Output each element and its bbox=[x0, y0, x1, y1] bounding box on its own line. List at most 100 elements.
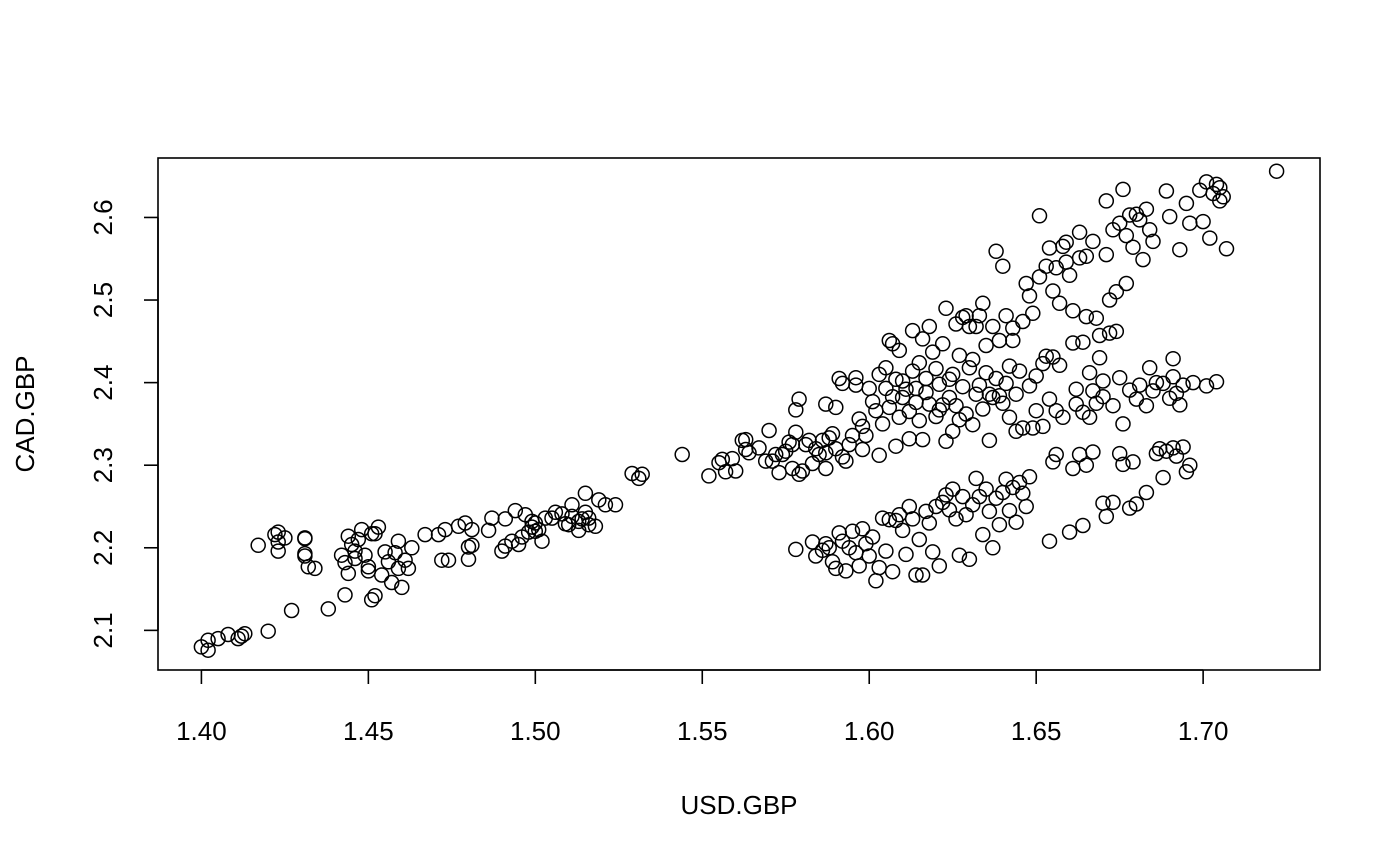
data-point bbox=[904, 511, 921, 527]
data-point bbox=[320, 601, 337, 617]
data-point bbox=[357, 547, 373, 563]
data-point bbox=[978, 337, 994, 354]
data-point bbox=[941, 371, 958, 388]
data-point bbox=[1118, 227, 1135, 244]
data-point bbox=[888, 438, 904, 454]
data-point bbox=[1202, 230, 1218, 246]
data-point bbox=[1175, 439, 1191, 455]
data-point bbox=[1021, 288, 1038, 304]
data-point bbox=[1185, 374, 1201, 391]
data-point bbox=[968, 386, 984, 402]
data-point bbox=[858, 427, 874, 444]
data-point bbox=[1218, 241, 1235, 257]
data-point bbox=[921, 318, 938, 335]
data-point bbox=[394, 579, 410, 596]
data-point bbox=[828, 560, 844, 577]
data-point bbox=[1055, 409, 1071, 426]
data-point bbox=[397, 552, 413, 568]
data-point bbox=[975, 295, 991, 312]
data-point bbox=[200, 642, 216, 658]
data-point bbox=[1165, 369, 1181, 385]
data-point bbox=[1008, 514, 1024, 530]
data-point bbox=[1145, 233, 1161, 250]
data-point bbox=[761, 422, 777, 439]
data-point bbox=[1141, 360, 1158, 376]
data-point bbox=[767, 446, 784, 463]
data-point bbox=[931, 402, 948, 418]
data-point bbox=[918, 384, 934, 401]
data-point bbox=[918, 503, 934, 520]
data-point bbox=[981, 386, 998, 402]
data-point bbox=[387, 544, 403, 561]
data-point bbox=[1015, 420, 1031, 436]
x-tick-label: 1.40 bbox=[176, 716, 227, 746]
y-tick-label: 2.4 bbox=[88, 365, 118, 401]
data-point bbox=[1111, 369, 1128, 386]
data-point bbox=[1128, 391, 1145, 407]
data-point bbox=[350, 531, 367, 548]
data-point bbox=[1031, 269, 1048, 285]
data-point bbox=[818, 396, 834, 412]
data-point bbox=[1198, 174, 1215, 190]
data-point bbox=[975, 401, 991, 417]
data-point bbox=[878, 360, 894, 376]
data-point bbox=[1041, 391, 1058, 407]
data-point bbox=[868, 573, 884, 589]
data-point bbox=[824, 426, 841, 442]
data-point bbox=[968, 470, 984, 487]
data-point bbox=[1025, 305, 1041, 322]
x-axis: 1.40 1.45 1.50 1.55 1.60 1.65 1.70 bbox=[176, 669, 1228, 746]
data-point bbox=[924, 544, 941, 560]
data-point bbox=[337, 554, 353, 571]
data-point bbox=[380, 554, 397, 570]
data-point bbox=[1115, 416, 1131, 432]
data-point bbox=[931, 376, 948, 393]
data-point bbox=[1025, 420, 1041, 436]
data-point bbox=[1212, 193, 1228, 209]
data-point bbox=[1065, 335, 1081, 351]
y-axis-title: CAD.GBP bbox=[10, 355, 40, 472]
data-point bbox=[978, 481, 994, 497]
data-point bbox=[884, 563, 901, 580]
data-point bbox=[270, 543, 286, 559]
data-point bbox=[631, 470, 647, 487]
data-point bbox=[861, 548, 877, 564]
data-point bbox=[1145, 383, 1161, 399]
data-point bbox=[934, 336, 951, 352]
data-point bbox=[811, 446, 827, 463]
data-point bbox=[233, 628, 250, 644]
data-point bbox=[985, 318, 1001, 335]
x-tick-label: 1.65 bbox=[1011, 716, 1062, 746]
data-point bbox=[1208, 374, 1225, 390]
data-point bbox=[464, 537, 480, 554]
data-point bbox=[1172, 397, 1188, 413]
data-point bbox=[998, 375, 1014, 392]
data-point bbox=[727, 463, 744, 479]
data-point bbox=[951, 547, 968, 563]
data-point bbox=[894, 389, 911, 406]
data-point bbox=[1071, 250, 1088, 266]
data-point bbox=[701, 468, 717, 484]
data-point bbox=[711, 454, 727, 471]
data-point bbox=[1098, 193, 1115, 209]
data-point bbox=[1138, 484, 1155, 501]
data-point bbox=[1095, 373, 1111, 389]
data-point bbox=[1115, 456, 1131, 473]
data-point bbox=[1065, 460, 1081, 477]
data-point bbox=[1021, 378, 1038, 394]
data-point bbox=[577, 485, 594, 502]
data-point bbox=[530, 521, 547, 538]
data-point bbox=[1105, 397, 1121, 414]
data-point bbox=[370, 519, 387, 535]
data-point bbox=[1172, 241, 1188, 258]
data-point bbox=[881, 399, 898, 416]
data-point bbox=[507, 502, 524, 519]
data-point bbox=[1091, 327, 1108, 344]
data-point bbox=[534, 533, 550, 549]
data-point bbox=[964, 416, 981, 433]
data-point bbox=[1028, 402, 1044, 419]
data-point bbox=[1071, 446, 1088, 463]
data-point bbox=[871, 559, 887, 576]
data-point bbox=[1115, 181, 1131, 198]
data-point bbox=[861, 380, 877, 397]
